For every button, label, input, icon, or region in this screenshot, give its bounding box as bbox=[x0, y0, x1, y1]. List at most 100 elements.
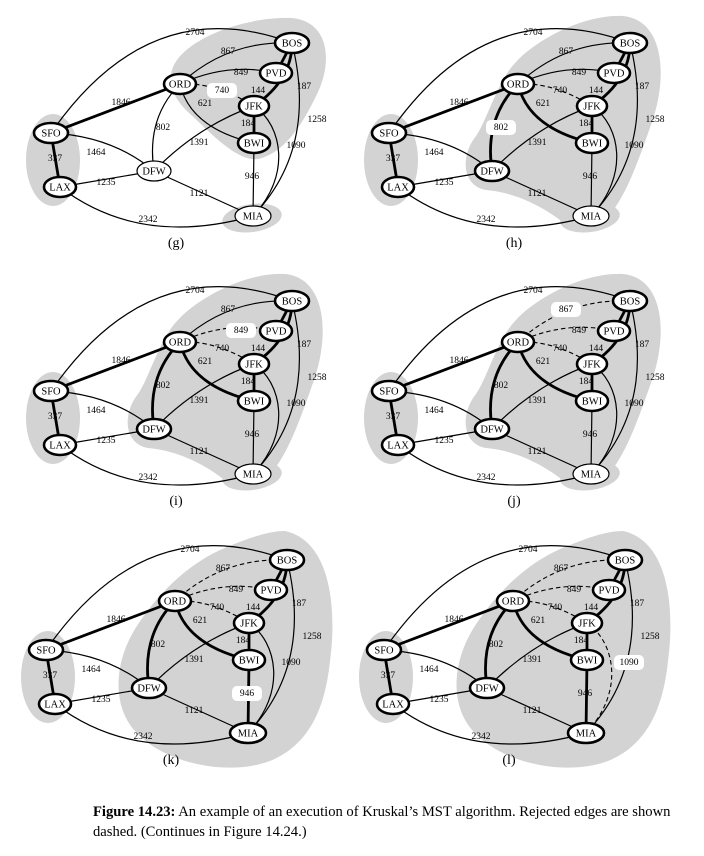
edge-weight: 849 bbox=[234, 68, 249, 78]
edge-bwi-mia bbox=[590, 400, 593, 475]
node-label-dfw: DFW bbox=[480, 167, 503, 178]
node-label-bwi: BWI bbox=[244, 397, 265, 408]
node-dfw bbox=[130, 676, 168, 700]
current-edge-highlight bbox=[551, 302, 581, 317]
edge-dfw-mia bbox=[153, 428, 254, 475]
edge-weight: 2342 bbox=[477, 473, 496, 483]
edge-bwi-mia bbox=[590, 142, 593, 217]
node-label-pvd: PVD bbox=[265, 69, 286, 80]
edge-weight: 144 bbox=[251, 86, 266, 96]
edge-weight: 621 bbox=[536, 357, 551, 367]
node-ord bbox=[162, 72, 198, 96]
edge-weight: 740 bbox=[215, 86, 230, 96]
edge-weight: 337 bbox=[381, 671, 396, 681]
edge-lax-mia bbox=[59, 444, 254, 486]
edge-weight: 1235 bbox=[97, 436, 116, 446]
edge-weight: 1846 bbox=[112, 98, 131, 108]
edge-weight: 1391 bbox=[523, 655, 542, 665]
node-ord bbox=[162, 330, 198, 354]
edge-bos-mia bbox=[590, 42, 639, 217]
node-label-sfo: SFO bbox=[379, 129, 399, 140]
edge-weight: 946 bbox=[240, 689, 255, 699]
node-mia bbox=[572, 463, 610, 485]
edge-weight: 187 bbox=[292, 599, 307, 609]
panel-label: (i) bbox=[169, 494, 183, 509]
edge-sfo-ord bbox=[383, 599, 514, 652]
node-pvd bbox=[258, 319, 294, 343]
panel-label: (k) bbox=[163, 753, 180, 768]
node-jfk bbox=[232, 611, 266, 635]
edge-weight: 337 bbox=[43, 671, 58, 681]
current-edge-highlight bbox=[207, 83, 237, 98]
node-label-lax: LAX bbox=[49, 441, 71, 452]
edge-weight: 802 bbox=[156, 381, 171, 391]
node-dfw bbox=[135, 417, 173, 441]
node-label-pvd: PVD bbox=[265, 327, 286, 338]
node-sfo bbox=[32, 121, 70, 145]
edge-weight: 1846 bbox=[107, 615, 126, 625]
edge-weight: 1121 bbox=[190, 189, 209, 199]
edge-sfo-bos bbox=[45, 545, 288, 651]
edge-weight: 1258 bbox=[303, 632, 322, 642]
node-label-jfk: JFK bbox=[245, 102, 263, 113]
panel-label: (g) bbox=[168, 236, 185, 251]
node-label-bos: BOS bbox=[620, 39, 641, 50]
edge-weight: 802 bbox=[494, 123, 509, 133]
edge-bos-mia bbox=[590, 300, 639, 475]
edge-weight: 802 bbox=[494, 381, 509, 391]
node-sfo bbox=[370, 121, 408, 145]
edge-bwi-mia bbox=[252, 400, 255, 475]
node-bos bbox=[273, 31, 311, 55]
edge-weight: 337 bbox=[386, 412, 401, 422]
edge-weight: 1258 bbox=[646, 115, 665, 125]
edge-weight: 337 bbox=[48, 412, 63, 422]
edge-sfo-bos bbox=[50, 286, 293, 392]
node-label-bos: BOS bbox=[282, 39, 303, 50]
edge-weight: 184 bbox=[574, 636, 589, 646]
edge-weight: 849 bbox=[572, 326, 587, 336]
caption-text: An example of an execution of Kruskal’s … bbox=[93, 804, 671, 840]
panel-label: (h) bbox=[506, 236, 523, 251]
node-label-pvd: PVD bbox=[603, 69, 624, 80]
node-label-mia: MIA bbox=[243, 470, 264, 481]
node-label-ord: ORD bbox=[169, 338, 192, 349]
node-ord bbox=[500, 72, 536, 96]
edge-weight: 187 bbox=[635, 82, 650, 92]
node-label-jfk: JFK bbox=[583, 102, 601, 113]
edge-bos-mia bbox=[247, 559, 296, 734]
node-label-sfo: SFO bbox=[36, 646, 56, 657]
edge-weight: 1258 bbox=[641, 632, 660, 642]
edge-weight: 337 bbox=[386, 154, 401, 164]
node-label-lax: LAX bbox=[44, 700, 66, 711]
edge-lax-mia bbox=[54, 703, 249, 745]
edge-sfo-bos bbox=[383, 545, 626, 651]
edge-weight: 1464 bbox=[425, 406, 444, 416]
edge-weight: 867 bbox=[216, 564, 231, 574]
node-pvd bbox=[596, 61, 632, 85]
edge-weight: 2342 bbox=[134, 732, 153, 742]
node-label-pvd: PVD bbox=[603, 327, 624, 338]
edge-weight: 144 bbox=[589, 86, 604, 96]
edge-weight: 1464 bbox=[425, 148, 444, 158]
node-bos bbox=[611, 289, 649, 313]
node-label-ord: ORD bbox=[502, 597, 525, 608]
node-label-bwi: BWI bbox=[244, 139, 265, 150]
node-lax bbox=[42, 175, 78, 199]
current-edge-highlight bbox=[486, 120, 516, 135]
edge-weight: 1235 bbox=[97, 178, 116, 188]
edge-weight: 946 bbox=[578, 689, 593, 699]
edge-weight: 621 bbox=[198, 357, 213, 367]
edge-weight: 337 bbox=[48, 154, 63, 164]
node-bwi bbox=[574, 131, 610, 155]
edge-weight: 740 bbox=[215, 344, 230, 354]
edge-weight: 740 bbox=[210, 603, 225, 613]
edge-weight: 187 bbox=[635, 340, 650, 350]
node-label-lax: LAX bbox=[49, 183, 71, 194]
edge-weight: 1258 bbox=[308, 115, 327, 125]
node-label-sfo: SFO bbox=[41, 387, 61, 398]
